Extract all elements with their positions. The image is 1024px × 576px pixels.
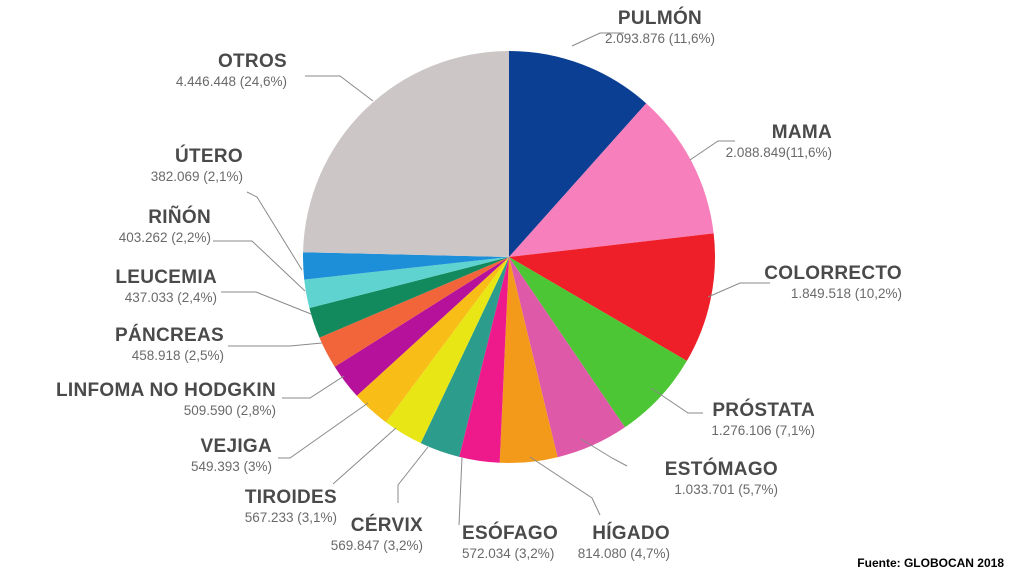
pie-slice-próstata (509, 257, 687, 428)
slice-labels: PULMÓN 2.093.876 (11,6%) MAMA 2.088.849(11,… (56, 7, 902, 561)
pie-slice-páncreas (319, 257, 509, 367)
pie-slice-tiroides (385, 257, 509, 444)
slice-value-label: 4.446.448 (24,6%) (176, 74, 287, 89)
slice-value-label: 382.069 (2,1%) (151, 169, 243, 184)
slice-label: COLORRECTO (764, 263, 902, 284)
slice-value-label: 2.088.849(11,6%) (726, 145, 832, 160)
slice-label: PÁNCREAS (115, 324, 224, 346)
slice-value-label: 549.393 (3%) (191, 459, 272, 474)
leader-line (571, 32, 624, 47)
slice-label: PULMÓN (618, 7, 702, 29)
pie-slice-linfoma-no-hodgkin (334, 257, 509, 396)
slice-label: MAMA (772, 122, 832, 143)
slice-label: LEUCEMIA (115, 267, 217, 288)
pie-slice-leucemia (309, 257, 509, 338)
slice-value-label: 437.033 (2,4%) (125, 290, 217, 305)
slice-value-label: 567.233 (3,1%) (245, 510, 337, 525)
pie-slice-hígado (499, 257, 558, 463)
pie-slice-pulmón (509, 51, 647, 257)
pie-slice-útero (303, 252, 509, 280)
leader-lines (213, 32, 770, 526)
pie-slice-colorrecto (509, 233, 715, 361)
slice-value-label: 509.590 (2,8%) (184, 403, 276, 418)
leader-line (580, 438, 628, 467)
pie-slice-cérvix (420, 257, 509, 457)
slice-value-label: 569.847 (3,2%) (331, 538, 423, 553)
pie-slice-riñón (304, 257, 509, 309)
pie-slice-vejiga (356, 257, 509, 423)
slice-value-label: 1.033.701 (5,7%) (674, 482, 778, 497)
source-note: Fuente: GLOBOCAN 2018 (857, 556, 1004, 570)
slice-label: RIÑÓN (148, 206, 211, 228)
slice-value-label: 814.080 (4,7%) (578, 546, 670, 561)
pie-slice-mama (509, 103, 714, 257)
leader-line (228, 342, 323, 347)
leader-line (221, 291, 312, 315)
leader-line (278, 402, 369, 459)
leader-line (529, 456, 601, 516)
pie-slices (303, 51, 715, 463)
pie-slice-esófago (459, 257, 509, 463)
slice-value-label: 572.034 (3,2%) (462, 546, 554, 561)
slice-label: ESTÓMAGO (665, 458, 778, 480)
slice-label: LINFOMA NO HODGKIN (56, 380, 276, 401)
pie-slice-otros (303, 51, 509, 257)
slice-value-label: 1.849.518 (10,2%) (791, 286, 902, 301)
slice-label: CÉRVIX (351, 514, 423, 536)
slice-label: TIROIDES (245, 487, 337, 508)
leader-line (707, 282, 770, 298)
slice-label: VEJIGA (201, 436, 273, 457)
slice-label: PRÓSTATA (712, 399, 815, 421)
leader-line (305, 75, 374, 102)
leader-line (332, 427, 397, 485)
slice-value-label: 403.262 (2,2%) (119, 230, 211, 245)
leader-line (458, 456, 463, 526)
slice-value-label: 1.276.106 (7,1%) (711, 423, 815, 438)
slice-label: ÚTERO (175, 145, 243, 167)
leader-line (213, 240, 306, 292)
slice-value-label: 458.918 (2,5%) (132, 348, 224, 363)
slice-label: OTROS (218, 51, 287, 72)
leader-line (397, 446, 429, 503)
slice-label: HÍGADO (592, 522, 670, 544)
leader-line (650, 387, 703, 414)
leader-line (689, 140, 735, 161)
slice-value-label: 2.093.876 (11,6%) (605, 31, 715, 46)
leader-line (246, 191, 303, 271)
leader-line (282, 375, 345, 399)
pie-slice-estómago (509, 257, 625, 458)
slice-label: ESÓFAGO (462, 522, 558, 544)
